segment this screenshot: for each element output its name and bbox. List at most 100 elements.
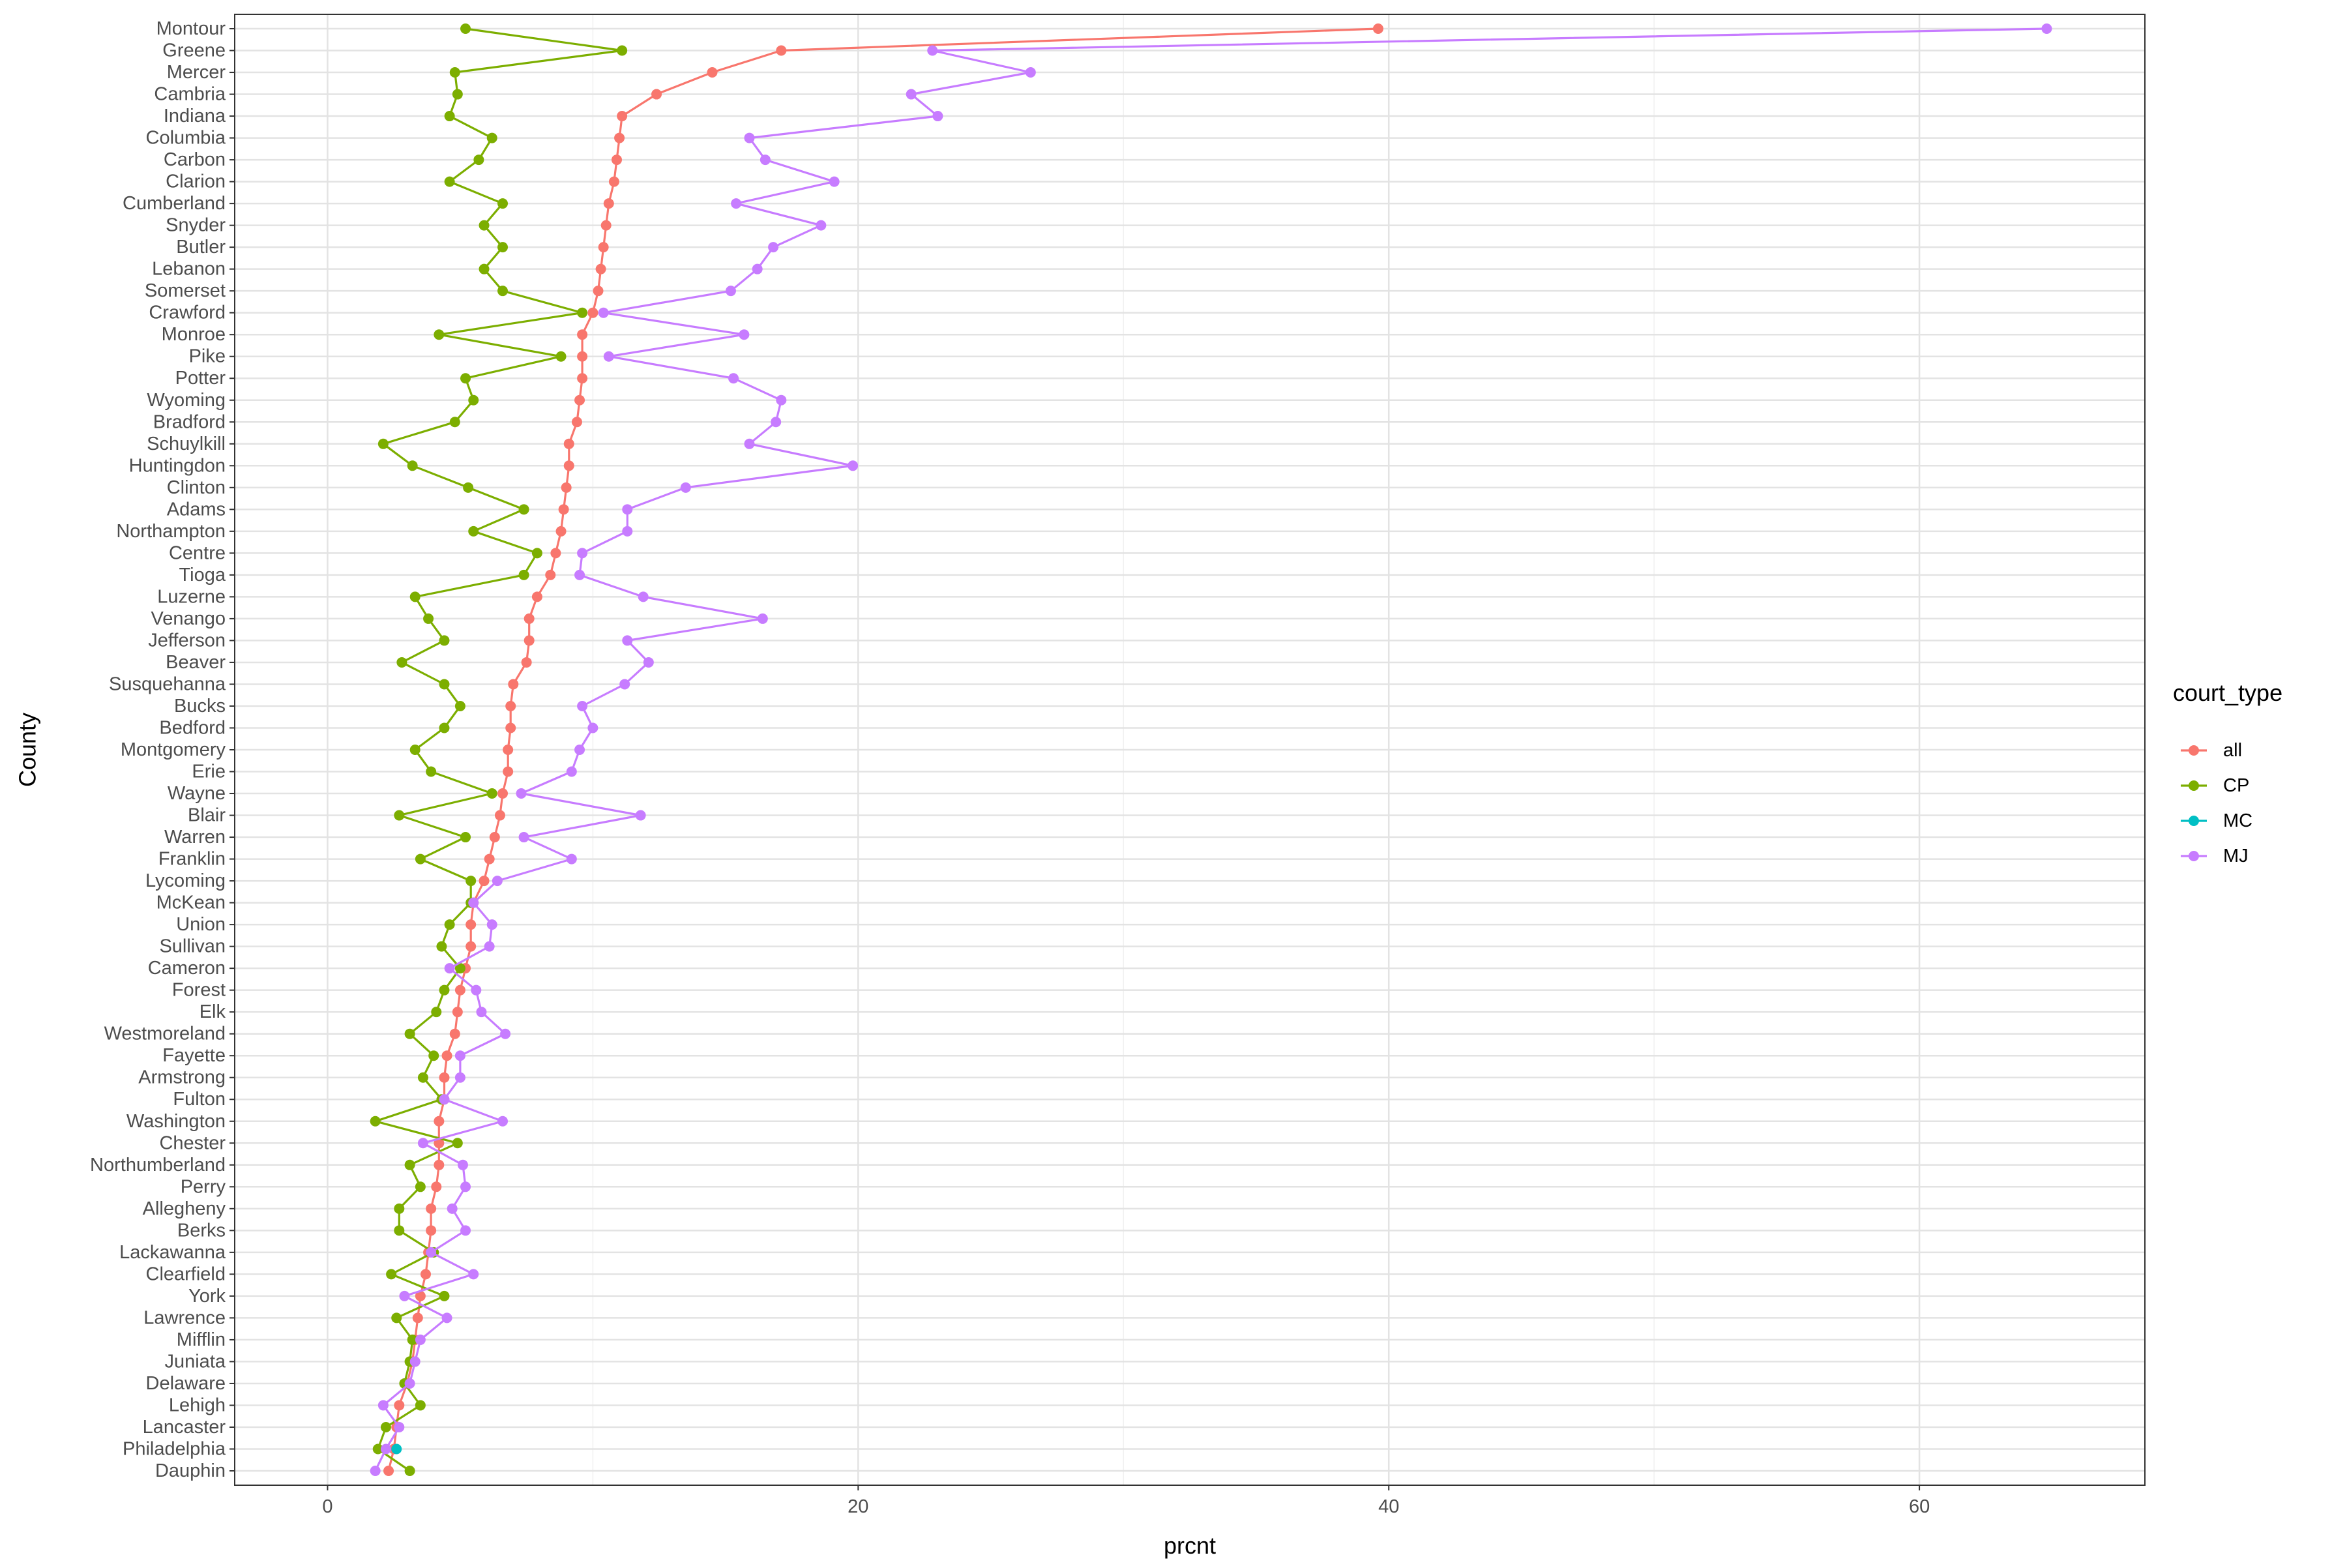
data-point-MJ [460,1181,471,1192]
data-point-CP [423,613,434,624]
y-tick-label: Erie [192,762,226,782]
legend-label: all [2223,740,2242,761]
data-point-CP [391,1312,402,1324]
data-point-MJ [906,89,917,100]
data-point-all [426,1225,437,1236]
data-point-MJ [2041,23,2052,34]
y-tick-label: Beaver [166,652,226,673]
y-tick-label: Montgomery [121,739,226,760]
y-tick-label: Lackawanna [119,1242,226,1263]
data-point-all [550,548,561,559]
data-point-MJ [454,1050,465,1061]
y-tick-label: McKean [156,893,226,913]
data-point-MJ [731,198,742,209]
legend-key-point [2189,780,2199,791]
data-point-CP [409,591,421,602]
data-point-MJ [760,155,771,166]
data-point-all [614,132,625,143]
y-tick-label: Centre [169,542,226,563]
x-tick-label: 60 [1909,1496,1930,1517]
data-point-all [494,810,505,821]
data-point-all [508,679,519,690]
y-tick-label: Bradford [153,411,226,432]
y-tick-label: Dauphin [155,1460,226,1481]
data-point-CP [479,263,490,274]
data-point-CP [460,832,471,843]
data-point-all [454,984,465,996]
data-point-MJ [409,1356,421,1367]
data-point-all [524,613,535,624]
data-point-CP [407,1334,418,1345]
data-point-MJ [377,1400,389,1411]
data-point-all [441,1050,452,1061]
y-tick-label: Jefferson [148,630,226,651]
y-tick-label: Susquehanna [109,673,226,694]
legend-title: court_type [2173,679,2282,706]
data-point-all [452,1007,463,1018]
data-point-all [558,504,569,515]
data-point-all [465,941,477,952]
y-tick-label: Schuylkill [147,434,226,454]
data-point-all [434,1159,445,1170]
data-point-MJ [603,351,614,362]
data-point-MJ [415,1334,426,1345]
legend-label: MJ [2223,846,2249,866]
data-point-CP [439,635,450,646]
data-point-all [608,176,619,187]
data-point-CP [394,1203,405,1214]
data-point-MJ [771,417,782,428]
y-tick-label: Warren [164,827,226,848]
y-tick-label: Delaware [146,1373,226,1394]
y-tick-label: Northumberland [90,1155,226,1176]
data-point-all [524,635,535,646]
data-point-MJ [574,569,585,580]
data-point-all [394,1400,405,1411]
y-tick-label: Clinton [167,477,226,498]
data-point-CP [444,176,455,187]
data-point-MJ [471,984,482,996]
data-point-all [555,525,567,537]
data-point-CP [417,1072,428,1083]
data-point-MJ [816,220,827,231]
data-point-CP [486,132,497,143]
data-point-CP [415,1181,426,1192]
data-point-MJ [486,919,497,930]
data-point-CP [380,1421,391,1432]
data-point-MJ [638,591,649,602]
data-point-all [571,417,582,428]
y-tick-label: Adams [167,499,226,520]
y-tick-label: Sullivan [159,936,226,957]
data-point-CP [473,155,484,166]
y-tick-label: Armstrong [138,1067,226,1088]
data-point-MJ [417,1138,428,1149]
legend-key-point [2189,816,2199,826]
data-point-CP [449,67,460,78]
series-layer [370,23,2052,1476]
y-tick-label: Mifflin [177,1329,226,1350]
data-point-CP [555,351,567,362]
data-point-CP [444,919,455,930]
x-tick-label: 40 [1378,1496,1399,1517]
data-point-CP [404,1466,415,1476]
data-point-MJ [497,1116,509,1127]
data-point-MJ [619,679,630,690]
data-point-MJ [752,263,763,274]
data-point-MJ [566,766,577,777]
data-point-MJ [380,1443,391,1455]
data-point-CP [439,722,450,733]
y-tick-label: Columbia [146,128,226,149]
data-point-MJ [776,394,787,406]
y-tick-label: Tioga [179,565,226,585]
data-point-CP [531,548,542,559]
data-point-all [563,460,574,471]
data-point-all [439,1072,450,1083]
data-point-CP [439,1290,450,1301]
grid-layer [235,14,2145,1485]
data-point-all [421,1269,431,1280]
data-point-all [497,788,509,799]
y-tick-label: Clearfield [146,1264,226,1284]
data-point-all [449,1028,460,1039]
y-tick-label: Luzerne [157,586,226,607]
data-point-CP [518,569,529,580]
data-point-all [484,853,495,865]
